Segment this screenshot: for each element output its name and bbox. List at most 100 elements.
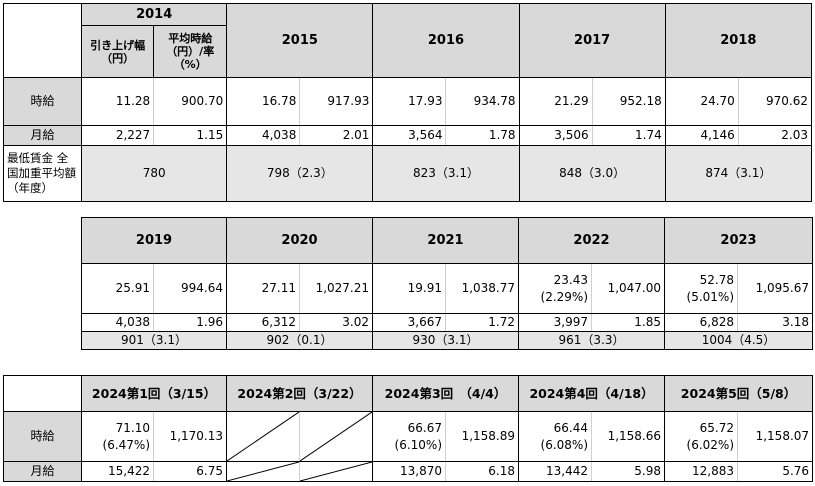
year-2023-header: 2023 — [664, 217, 813, 264]
monthly-2021-rate: 1.72 — [445, 313, 519, 332]
hourly-row-label: 時給 — [2, 77, 83, 126]
monthly-2017-rate: 1.74 — [591, 125, 666, 146]
year-2018-header: 2018 — [664, 3, 813, 78]
hourly-2016-avg: 934.78 — [445, 77, 520, 126]
monthly-row-label: 月給 — [2, 125, 83, 146]
year-2016-header: 2016 — [372, 3, 520, 78]
hourly-r4-raise: 66.44 (6.08%) — [518, 411, 592, 462]
corner-cell — [2, 3, 83, 78]
wage-table-2019-2023: 2019 2020 2021 2022 2023 25.91 994.64 27… — [81, 217, 813, 350]
hourly-2022-raise: 23.43 (2.29%) — [518, 263, 592, 314]
monthly-r3-raise: 13,870 — [372, 461, 446, 482]
min-wage-2015: 798（2.3） — [226, 145, 374, 202]
min-wage-2022: 961（3.3） — [518, 331, 665, 350]
min-wage-row-label: 最低賃金 全国加重平均額（年度） — [2, 145, 83, 202]
hourly-r4-raise-rate: (6.08%) — [540, 437, 589, 452]
hourly-2014-raise: 11.28 — [81, 77, 154, 126]
monthly-r5-raise: 12,883 — [664, 461, 738, 482]
hourly-2023-raise-rate: (5.01%) — [686, 289, 734, 304]
hourly-r3-avg: 1,158.89 — [444, 411, 520, 462]
monthly-2019-rate: 1.96 — [153, 313, 227, 332]
hourly-2021-raise: 19.91 — [372, 263, 446, 314]
year-2020-header: 2020 — [226, 217, 373, 264]
hourly-r4-avg: 1,158.66 — [591, 411, 666, 462]
monthly-2019-raise: 4,038 — [81, 313, 154, 332]
monthly-r2-rate-empty — [299, 461, 373, 482]
hourly-2017-raise: 21.29 — [518, 77, 593, 126]
min-wage-2019: 901（3.1） — [81, 331, 227, 350]
monthly-2015-rate: 2.01 — [299, 125, 374, 146]
hourly-2019-raise: 25.91 — [81, 263, 154, 314]
hourly-row-label-2024: 時給 — [3, 411, 82, 462]
raise-amount-header: 引き上げ幅（円） — [81, 25, 155, 78]
min-wage-2018: 874（3.1） — [664, 145, 813, 202]
min-wage-2017: 848（3.0） — [518, 145, 666, 202]
monthly-2018-rate: 2.03 — [737, 125, 813, 146]
hourly-2018-raise: 24.70 — [664, 77, 739, 126]
hourly-2023-raise: 52.78 (5.01%) — [664, 263, 738, 314]
hourly-r4-raise-value: 66.44 — [553, 420, 589, 435]
monthly-2018-raise: 4,146 — [664, 125, 739, 146]
min-wage-2021: 930（3.1） — [372, 331, 519, 350]
monthly-2022-raise: 3,997 — [518, 313, 592, 332]
min-wage-2014: 780 — [81, 145, 228, 202]
hourly-r3-raise-rate: (6.10%) — [394, 437, 442, 452]
hourly-2014-avg: 900.70 — [153, 77, 228, 126]
year-2021-header: 2021 — [372, 217, 519, 264]
monthly-r1-rate: 6.75 — [153, 461, 227, 482]
hourly-r1-raise: 71.10 (6.47%) — [81, 411, 154, 462]
hourly-2019-avg: 994.64 — [153, 263, 227, 314]
hourly-2022-avg: 1,047.00 — [591, 263, 665, 314]
monthly-2021-raise: 3,667 — [372, 313, 446, 332]
monthly-r1-raise: 15,422 — [81, 461, 154, 482]
hourly-r2-avg-empty — [299, 411, 373, 462]
monthly-2020-rate: 3.02 — [299, 313, 373, 332]
year-2022-header: 2022 — [518, 217, 665, 264]
hourly-2018-avg: 970.62 — [737, 77, 813, 126]
monthly-r3-rate: 6.18 — [444, 461, 520, 482]
hourly-r3-raise: 66.67 (6.10%) — [372, 411, 446, 462]
hourly-r5-raise-value: 65.72 — [699, 420, 735, 435]
wage-table-2024-rounds: 2024第1回（3/15） 2024第2回（3/22） 2024第3回 （4/4… — [3, 375, 814, 482]
hourly-2023-raise-value: 52.78 — [699, 272, 734, 287]
min-wage-2016: 823（3.1） — [372, 145, 520, 202]
round-5-header: 2024第5回（5/8） — [664, 375, 814, 412]
monthly-2016-rate: 1.78 — [445, 125, 520, 146]
round-1-header: 2024第1回（3/15） — [81, 375, 227, 412]
round-2-header: 2024第2回（3/22） — [226, 375, 373, 412]
min-wage-2020: 902（0.1） — [226, 331, 373, 350]
monthly-2017-raise: 3,506 — [518, 125, 593, 146]
monthly-row-label-2024: 月給 — [3, 461, 82, 482]
min-wage-2023: 1004（4.5） — [664, 331, 813, 350]
hourly-2017-avg: 952.18 — [591, 77, 666, 126]
hourly-2021-avg: 1,038.77 — [445, 263, 519, 314]
hourly-r1-raise-rate: (6.47%) — [102, 437, 150, 452]
hourly-2020-avg: 1,027.21 — [299, 263, 373, 314]
hourly-r5-raise: 65.72 (6.02%) — [664, 411, 738, 462]
year-2015-header: 2015 — [226, 3, 374, 78]
monthly-2014-raise: 2,227 — [81, 125, 154, 146]
hourly-2016-raise: 17.93 — [372, 77, 446, 126]
hourly-2022-raise-value: 23.43 — [553, 272, 588, 287]
monthly-r4-rate: 5.98 — [591, 461, 666, 482]
monthly-2014-rate: 1.15 — [153, 125, 228, 146]
round-3-header: 2024第3回 （4/4） — [371, 375, 520, 412]
monthly-2016-raise: 3,564 — [372, 125, 446, 146]
monthly-r2-raise-empty — [226, 461, 300, 482]
hourly-r2-raise-empty — [226, 411, 300, 462]
year-2014-header: 2014 — [81, 3, 228, 26]
corner-cell-2024 — [3, 375, 82, 412]
monthly-r4-raise: 13,442 — [518, 461, 592, 482]
hourly-r1-raise-value: 71.10 — [115, 420, 150, 435]
hourly-r1-avg: 1,170.13 — [153, 411, 227, 462]
hourly-2023-avg: 1,095.67 — [737, 263, 813, 314]
hourly-2015-avg: 917.93 — [299, 77, 374, 126]
year-2019-header: 2019 — [81, 217, 227, 264]
monthly-r5-rate: 5.76 — [737, 461, 814, 482]
hourly-2020-raise: 27.11 — [226, 263, 300, 314]
hourly-2022-raise-rate: (2.29%) — [540, 289, 588, 304]
monthly-2015-raise: 4,038 — [226, 125, 300, 146]
monthly-2023-raise: 6,828 — [664, 313, 738, 332]
avg-hourly-header: 平均時給（円）/率（%） — [153, 25, 228, 78]
hourly-r5-raise-rate: (6.02%) — [686, 437, 735, 452]
